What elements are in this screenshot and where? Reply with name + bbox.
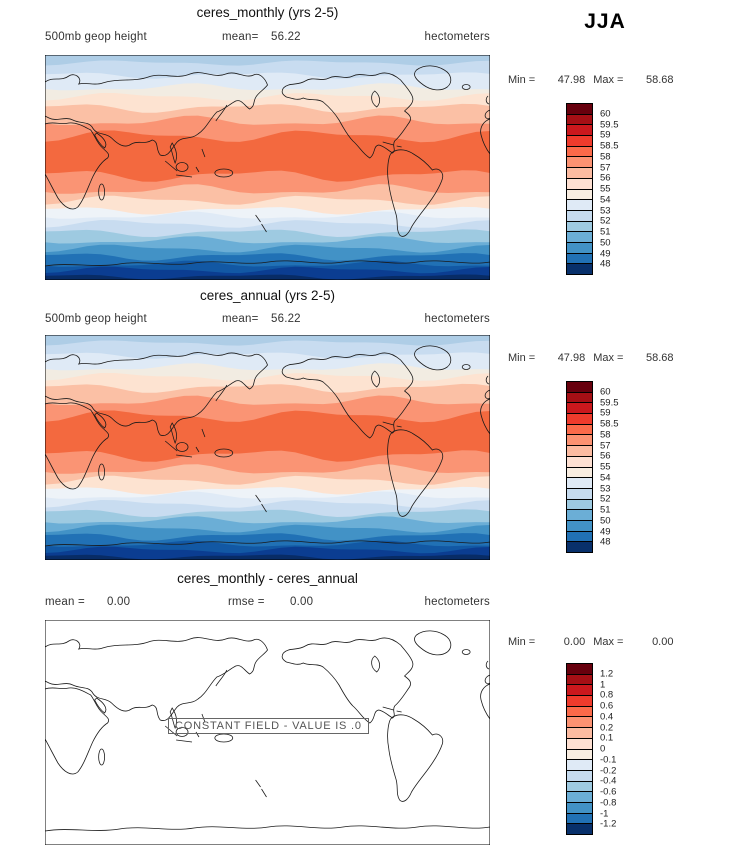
min-value: 0.00 — [563, 636, 586, 648]
min-label: Min = — [508, 352, 536, 364]
panel1-title: ceres_monthly (yrs 2-5) — [196, 5, 339, 20]
panel2-mean-value: 56.22 — [271, 313, 301, 325]
max-value: 0.00 — [652, 636, 674, 648]
colorbar-boxes — [566, 381, 593, 553]
max-value: 58.68 — [645, 352, 674, 364]
min-value: 47.98 — [557, 74, 586, 86]
max-value: 58.68 — [645, 74, 674, 86]
max-label: Max = — [593, 352, 624, 364]
panel1-minmax: Min = 47.98 Max = 58.68 — [508, 74, 673, 86]
panel1-colorbar: 60 59.5 59 58.5 58 57 56 55 54 53 52 51 50 49 48 — [566, 103, 637, 275]
panel2-title: ceres_annual (yrs 2-5) — [199, 288, 336, 303]
colorbar-boxes — [566, 103, 593, 275]
panel3-rmse-label: rmse = — [228, 596, 265, 608]
panel2-field-label: 500mb geop height — [45, 313, 147, 325]
constant-field-note: CONSTANT FIELD - VALUE IS .0 — [168, 718, 369, 734]
colorbar-boxes — [566, 663, 593, 835]
contour-bands — [45, 335, 490, 560]
min-label: Min = — [508, 74, 536, 86]
map-ceres-annual — [45, 335, 490, 560]
panel1-stats-row: 500mb geop height mean= 56.22 hectometer… — [45, 31, 490, 46]
panel2-minmax: Min = 47.98 Max = 58.68 — [508, 352, 673, 364]
colorbar-labels: 60 59.5 59 58.5 58 57 56 55 54 53 52 51 50 49 48 — [600, 108, 619, 270]
colorbar-labels: 60 59.5 59 58.5 58 57 56 55 54 53 52 51 50 49 48 — [600, 386, 619, 548]
panel3-mean-label: mean = — [45, 596, 85, 608]
max-label: Max = — [593, 74, 624, 86]
panel3-title: ceres_monthly - ceres_annual — [177, 571, 358, 586]
panel3-minmax: Min = 0.00 Max = 0.00 — [508, 636, 673, 648]
min-value: 47.98 — [557, 352, 586, 364]
min-label: Min = — [508, 636, 536, 648]
panel1-mean-label: mean= — [222, 31, 259, 43]
panel3-stats-row: mean = 0.00 rmse = 0.00 hectometers — [45, 596, 490, 611]
panel3-units: hectometers — [424, 596, 490, 608]
season-label: JJA — [584, 10, 626, 33]
panel1-units: hectometers — [424, 31, 490, 43]
map-ceres-monthly — [45, 55, 490, 280]
panel1-field-label: 500mb geop height — [45, 31, 147, 43]
panel3-rmse-value: 0.00 — [290, 596, 314, 608]
panel2-mean-label: mean= — [222, 313, 259, 325]
panel3-colorbar: 1.2 1 0.8 0.6 0.4 0.2 0.1 0 -0.1 -0.2 -0.4 -0.6 -0.8… — [566, 663, 637, 835]
contour-bands — [45, 55, 490, 280]
panel2-units: hectometers — [424, 313, 490, 325]
map-difference: CONSTANT FIELD - VALUE IS .0 — [45, 620, 490, 845]
colorbar-labels: 1.2 1 0.8 0.6 0.4 0.2 0.1 0 -0.1 -0.2 -0.4 -0.6 -0.8… — [600, 668, 617, 830]
panel2-colorbar: 60 59.5 59 58.5 58 57 56 55 54 53 52 51 50 49 48 — [566, 381, 637, 553]
panel3-mean-value: 0.00 — [107, 596, 131, 608]
panel2-stats-row: 500mb geop height mean= 56.22 hectometer… — [45, 313, 490, 328]
max-label: Max = — [593, 636, 624, 648]
panel1-mean-value: 56.22 — [271, 31, 301, 43]
